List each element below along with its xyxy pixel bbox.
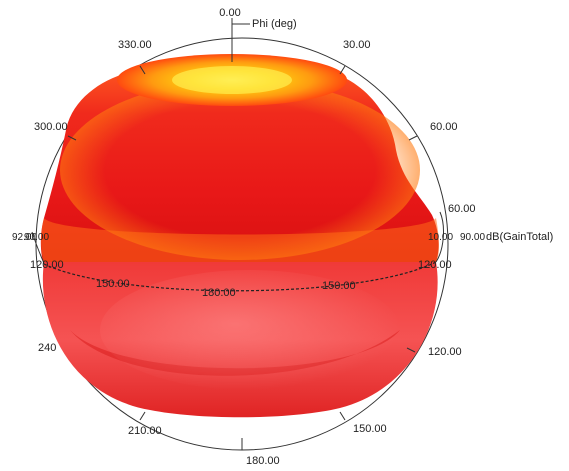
theta-tick-right-60: 60.00 bbox=[448, 203, 476, 215]
top-cap-highlight bbox=[172, 66, 292, 94]
ring-label-150-right: 150.00 bbox=[322, 280, 356, 292]
theta-tick-right-120: 120.00 bbox=[418, 259, 452, 271]
theta-ring-equator bbox=[43, 261, 437, 292]
upper-lobe-rim bbox=[60, 80, 420, 260]
ring-label-150-left: 150.00 bbox=[96, 278, 130, 290]
overlap-label-left: 92.00 bbox=[12, 232, 37, 243]
phi-axis-title: Phi (deg) bbox=[252, 18, 297, 30]
phi-tick-0: 0.00 bbox=[219, 7, 240, 19]
phi-tick-300: 300.00 bbox=[34, 121, 68, 133]
phi-tick-150: 150.00 bbox=[353, 423, 387, 435]
overlap-label-right: 10.00 bbox=[428, 232, 453, 243]
ring-label-180: 180.00 bbox=[202, 287, 236, 299]
phi-tick-210: 210.00 bbox=[128, 425, 162, 437]
phi-tick-120: 120.00 bbox=[428, 346, 462, 358]
theta-tick-right-90: 90.00 bbox=[460, 232, 485, 243]
phi-tick-240: 240 bbox=[38, 342, 56, 354]
lower-lobe-sheen bbox=[100, 270, 400, 390]
phi-tick-marks bbox=[67, 65, 418, 421]
phi-tick-60: 60.00 bbox=[430, 121, 458, 133]
theta-tick-left-120: 120.00 bbox=[30, 259, 64, 271]
phi-tick-180: 180.00 bbox=[246, 455, 280, 466]
phi-tick-330: 330.00 bbox=[118, 39, 152, 51]
phi-tick-30: 30.00 bbox=[343, 39, 371, 51]
gain-quantity-label: dB(GainTotal) bbox=[486, 231, 553, 243]
theta-ring-left-arc bbox=[31, 231, 45, 265]
theta-tick-left-90: 90.00 bbox=[24, 232, 49, 243]
theta-ring-right-arc bbox=[435, 211, 444, 263]
